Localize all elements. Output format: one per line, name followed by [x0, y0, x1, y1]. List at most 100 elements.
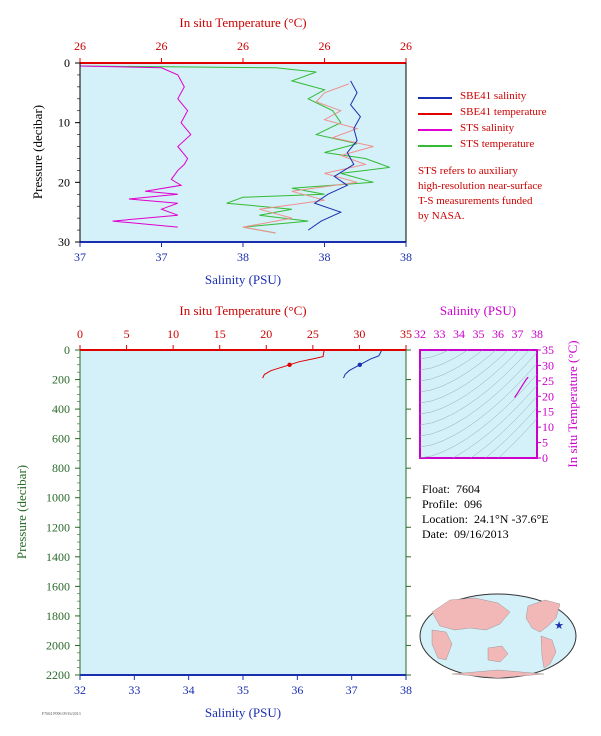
top-salinity-tick-labels: 37 37 38 38 38 [74, 242, 412, 264]
legend-swatch [418, 113, 452, 115]
ts-isopycnal-line [420, 352, 537, 437]
legend-label: STS temperature [460, 138, 535, 150]
ts-temperature-tick-label: 20 [542, 389, 554, 403]
ts-temperature-tick-label: 35 [542, 343, 554, 357]
ts-isopycnal-line [420, 350, 530, 426]
map-land-australia [487, 645, 509, 663]
legend-label: SBE41 salinity [460, 90, 527, 102]
bottom-salinity-tick-label: 33 [128, 683, 140, 697]
bottom-series-layer [262, 350, 382, 379]
bottom-pressure-tick-label: 800 [52, 461, 70, 475]
top-salinity-tick-label: 38 [319, 250, 331, 264]
top-salinity-tick-label: 38 [237, 250, 249, 264]
top-pressure-tick-label: 10 [58, 116, 70, 130]
top-chart: In situ Temperature (°C) 26 26 26 26 26 Sali… [30, 15, 412, 287]
bottom-temp-tick-label: 20 [260, 327, 272, 341]
bottom-series-marker [357, 362, 363, 367]
ts-salinity-axis-title: Salinity (PSU) [440, 303, 516, 318]
bottom-temp-tick-label: 25 [307, 327, 319, 341]
bottom-pressure-tick-label: 1800 [46, 609, 70, 623]
float-location-star-icon: ★ [554, 620, 564, 632]
ts-isopycnal-line [452, 385, 537, 458]
ts-temperature-tick-label: 25 [542, 374, 554, 388]
legend-swatch [418, 97, 452, 99]
bottom-temp-tick-label: 15 [214, 327, 226, 341]
float-row: Float: 7604 [422, 482, 597, 497]
sts-note-line: STS refers to auxiliary [418, 165, 518, 177]
ts-isopycnal-line [497, 418, 537, 458]
top-temp-tick-label: 26 [74, 39, 86, 53]
top-temp-tick-labels: 26 26 26 26 26 [74, 39, 412, 63]
top-salinity-tick-label: 38 [400, 250, 412, 264]
legend-swatch [418, 129, 452, 131]
ts-temperature-tick-label: 10 [542, 420, 554, 434]
bottom-salinity-axis-title: Salinity (PSU) [205, 705, 281, 720]
map-land-north-america [525, 599, 561, 633]
sts-note-line: by NASA. [418, 210, 465, 222]
location-value: 24.1°N -37.6°E [473, 512, 549, 526]
location-label: Location: [422, 512, 468, 526]
bottom-pressure-tick-label: 1000 [46, 491, 70, 505]
top-series-line [242, 83, 374, 234]
bottom-chart: In situ Temperature (°C) 0 5 10 15 20 25 30 35 … [14, 303, 412, 720]
date-row: Date: 09/16/2013 [422, 527, 597, 542]
ts-temperature-tick-label: 30 [542, 358, 554, 372]
profile-row: Profile: 096 [422, 497, 597, 512]
ts-temperature-tick-label: 0 [542, 451, 548, 465]
bottom-temp-tick-labels: 0 5 10 15 20 25 30 35 [77, 327, 412, 350]
ts-isopycnal-line [420, 350, 497, 393]
ts-isopycnal-line [420, 350, 484, 382]
top-pressure-tick-label: 0 [64, 56, 70, 70]
date-value: 09/16/2013 [454, 527, 509, 541]
bottom-pressure-tick-label: 1200 [46, 520, 70, 534]
bottom-pressure-tick-label: 200 [52, 373, 70, 387]
legend-label: SBE41 temperature [460, 106, 547, 118]
top-temp-tick-label: 26 [319, 39, 331, 53]
float-info: Float: 7604 Profile: 096 Location: 24.1°… [422, 482, 597, 542]
top-pressure-tick-labels: 0 10 20 30 [58, 56, 80, 249]
bottom-pressure-tick-label: 600 [52, 432, 70, 446]
ts-salinity-tick-label: 32 [414, 327, 426, 341]
bottom-pressure-tick-label: 0 [64, 343, 70, 357]
profile-value: 096 [464, 497, 482, 511]
bottom-salinity-tick-label: 34 [183, 683, 195, 697]
ts-series-layer [514, 376, 529, 398]
bottom-plot-area [80, 350, 406, 675]
ts-temperature-axis-title: In situ Temperature (°C) [565, 340, 580, 467]
bottom-salinity-tick-label: 36 [291, 683, 303, 697]
legend-item-sts-salinity: STS salinity [418, 122, 598, 138]
top-salinity-tick-label: 37 [156, 250, 168, 264]
top-series-layer [79, 65, 390, 234]
ts-isopycnal-line [470, 396, 537, 458]
top-pressure-axis-title: Pressure (decibar) [30, 105, 45, 199]
ts-salinity-tick-label: 35 [473, 327, 485, 341]
bottom-salinity-tick-labels: 32 33 34 35 36 37 38 [74, 675, 412, 697]
top-temp-tick-label: 26 [237, 39, 249, 53]
ts-salinity-tick-label: 34 [453, 327, 465, 341]
bottom-salinity-tick-label: 35 [237, 683, 249, 697]
bottom-salinity-tick-label: 38 [400, 683, 412, 697]
top-salinity-axis-title: Salinity (PSU) [205, 272, 281, 287]
world-map: ★ [419, 593, 577, 679]
bottom-temp-tick-label: 10 [167, 327, 179, 341]
ts-temperature-tick-label: 15 [542, 405, 554, 419]
ts-series-line [514, 376, 529, 398]
bottom-pressure-axis-title: Pressure (decibar) [14, 465, 29, 559]
top-pressure-tick-label: 30 [58, 235, 70, 249]
ts-salinity-tick-label: 36 [492, 327, 504, 341]
bottom-temp-tick-label: 35 [400, 327, 412, 341]
ts-isopycnal-line [420, 350, 520, 415]
sts-note-line: high-resolution near-surface [418, 180, 543, 192]
top-salinity-tick-label: 37 [74, 250, 86, 264]
legend-label: STS salinity [460, 122, 515, 134]
bottom-pressure-tick-label: 1600 [46, 579, 70, 593]
top-temp-axis-title: In situ Temperature (°C) [179, 15, 306, 30]
top-series-line [307, 80, 362, 231]
ts-isopycnal-line [420, 374, 537, 458]
ts-isopycnal-line [420, 350, 450, 360]
ts-salinity-tick-label: 33 [434, 327, 446, 341]
sts-note-line: T-S measurements funded [418, 195, 533, 207]
map-land-eurasia [431, 597, 511, 631]
